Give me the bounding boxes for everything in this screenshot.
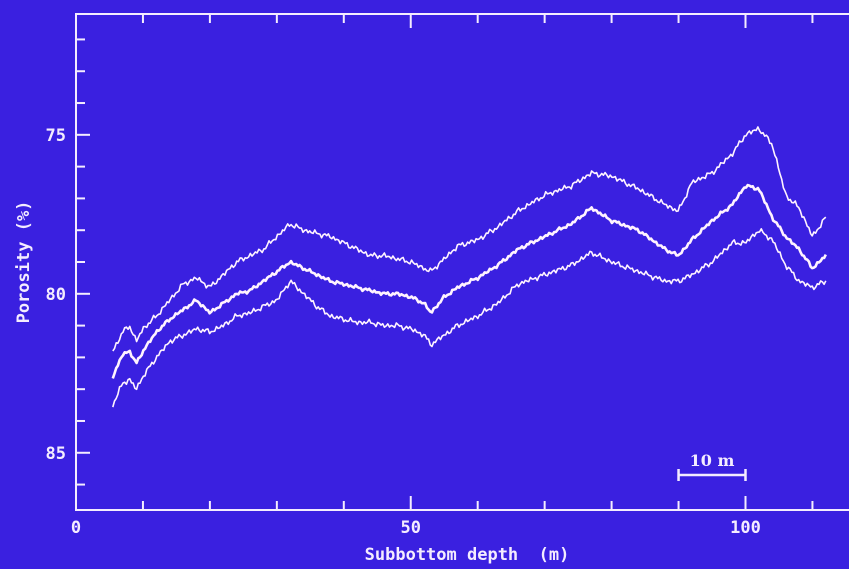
y-tick-label: 80 [46,285,66,305]
plot-frame [75,13,849,511]
series-group [111,126,827,408]
y-axis-title: Porosity (%) [14,201,34,324]
y-tick-labels: 75 80 85 [46,126,66,464]
y-tick-label: 75 [46,126,66,146]
x-tick-label: 0 [71,518,81,538]
scale-bar: 10 m [677,451,747,481]
porosity-series-line [112,228,827,408]
porosity-series-line [112,126,827,352]
x-tick-labels: 0 50 100 [71,518,761,538]
x-tick-label: 50 [401,518,421,538]
axis-ticks [75,14,814,510]
porosity-series-line [111,183,827,379]
x-tick-label: 100 [730,518,761,538]
scale-bar-label: 10 m [690,451,735,470]
x-axis-title: Subbottom depth (m) [365,545,570,565]
y-tick-label: 85 [46,444,66,464]
